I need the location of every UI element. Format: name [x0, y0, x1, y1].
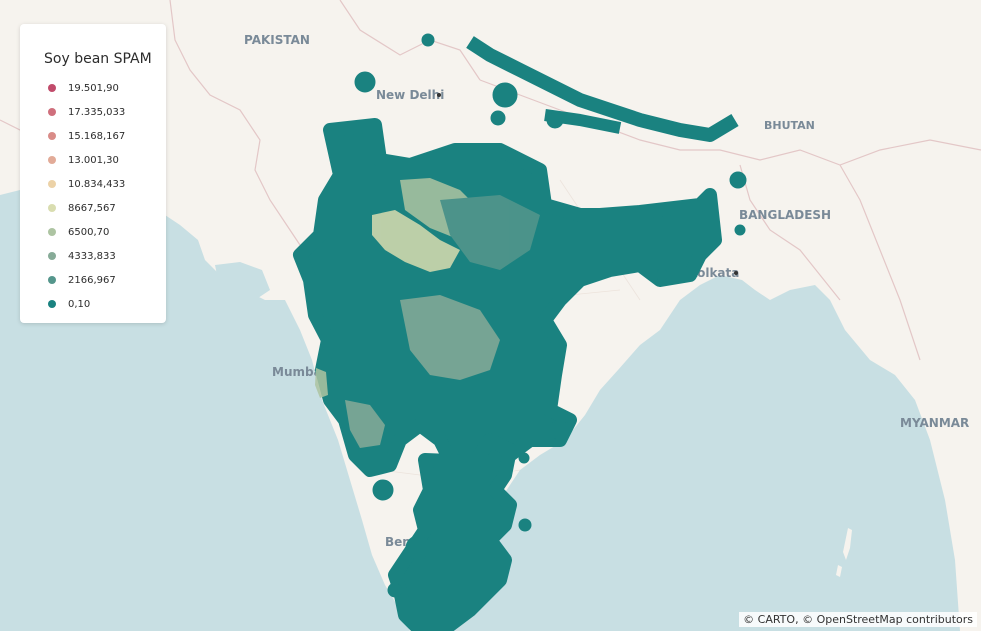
- data-blob: [405, 535, 431, 561]
- legend-item: 19.501,90: [48, 81, 119, 95]
- data-blob: [734, 224, 746, 236]
- data-layer: [293, 33, 747, 631]
- attribution-carto: © CARTO: [743, 613, 796, 626]
- legend-label: 15.168,167: [68, 130, 126, 142]
- data-blob: [490, 110, 506, 126]
- attribution-separator: , ©: [795, 613, 817, 626]
- legend-swatch: [48, 132, 56, 140]
- legend-swatch: [48, 252, 56, 260]
- data-highlight-coast: [315, 368, 328, 398]
- data-highlight-mid: [440, 195, 540, 270]
- legend-swatch: [48, 300, 56, 308]
- legend-label: 2166,967: [68, 274, 116, 286]
- legend-swatch: [48, 84, 56, 92]
- attribution-contributors: contributors: [902, 613, 973, 626]
- legend-label: 10.834,433: [68, 178, 126, 190]
- legend-swatch: [48, 204, 56, 212]
- legend-item: 17.335,033: [48, 105, 125, 119]
- data-region-central: [293, 118, 722, 477]
- legend-item: 4333,833: [48, 249, 116, 263]
- data-highlights: [315, 178, 540, 448]
- data-blob: [549, 419, 571, 441]
- label-myanmar: MYANMAR: [900, 416, 969, 430]
- legend-item: 15.168,167: [48, 129, 125, 143]
- kolkata-dot: [734, 271, 738, 275]
- legend-item: 6500,70: [48, 225, 109, 239]
- legend-item: 2166,967: [48, 273, 116, 287]
- legend-label: 6500,70: [68, 226, 110, 238]
- legend-label: 13.001,30: [68, 154, 119, 166]
- attribution-osm-link[interactable]: OpenStreetMap: [816, 613, 903, 626]
- legend-panel: Soy bean SPAM 19.501,90 17.335,033 15.168,…: [20, 24, 166, 323]
- data-blob: [492, 82, 518, 108]
- data-blob: [546, 111, 564, 129]
- data-region-north: [466, 36, 739, 142]
- new-delhi-dot: [437, 93, 441, 97]
- data-highlight-south: [345, 400, 385, 448]
- legend-swatch: [48, 108, 56, 116]
- label-pakistan: PAKISTAN: [244, 33, 310, 47]
- map-attribution: © CARTO, © OpenStreetMap contributors: [739, 612, 977, 627]
- legend-swatch: [48, 180, 56, 188]
- label-bhutan: BHUTAN: [764, 119, 815, 132]
- data-blob: [655, 268, 669, 282]
- data-blob: [421, 33, 435, 47]
- data-blob: [354, 71, 376, 93]
- data-blob: [518, 452, 530, 464]
- legend-label: 8667,567: [68, 202, 116, 214]
- legend-swatch: [48, 156, 56, 164]
- data-blob: [387, 582, 403, 598]
- legend-label: 4333,833: [68, 250, 116, 262]
- data-blob: [518, 518, 532, 532]
- legend-item: 0,10: [48, 297, 90, 311]
- legend-swatch: [48, 276, 56, 284]
- legend-item: 13.001,30: [48, 153, 119, 167]
- label-bangladesh: BANGLADESH: [739, 208, 831, 222]
- data-highlight-cream: [372, 210, 460, 272]
- data-blob: [729, 171, 747, 189]
- data-highlight-sage-2: [400, 295, 500, 380]
- islands: [836, 528, 852, 577]
- legend-item: 10.834,433: [48, 177, 125, 191]
- label-new-delhi: New Delhi: [376, 88, 444, 102]
- label-kolkata: Kolkata: [688, 266, 739, 280]
- data-blob: [372, 479, 394, 501]
- legend-label: 19.501,90: [68, 82, 119, 94]
- legend-label: 17.335,033: [68, 106, 126, 118]
- gulf-of-kutch: [215, 262, 270, 300]
- label-mumbai: Mumbai: [272, 365, 326, 379]
- legend-title: Soy bean SPAM: [44, 51, 152, 67]
- legend-label: 0,10: [68, 298, 91, 310]
- legend-swatch: [48, 228, 56, 236]
- legend-item: 8667,567: [48, 201, 116, 215]
